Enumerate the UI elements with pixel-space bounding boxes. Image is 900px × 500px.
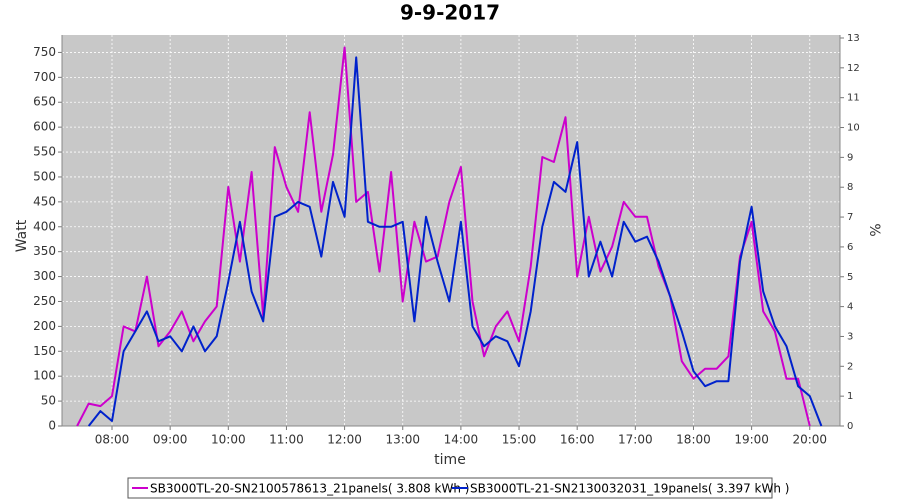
y2-tick-label: 2 — [847, 361, 853, 372]
y2-tick-label: 10 — [847, 123, 860, 134]
y-tick-label: 450 — [33, 194, 56, 208]
y-axis-title: Watt — [14, 219, 30, 252]
y-tick-label: 650 — [33, 95, 56, 109]
y-tick-label: 350 — [33, 244, 56, 258]
y-tick-label: 0 — [48, 419, 56, 433]
x-tick-label: 10:00 — [211, 433, 246, 447]
x-tick-label: 11:00 — [269, 433, 304, 447]
y-tick-label: 250 — [33, 294, 56, 308]
plot-area — [62, 35, 840, 426]
y2-tick-label: 9 — [847, 152, 853, 163]
y-tick-label: 100 — [33, 369, 56, 383]
x-tick-label: 08:00 — [95, 433, 130, 447]
x-tick-label: 14:00 — [444, 433, 479, 447]
x-tick-label: 16:00 — [560, 433, 595, 447]
y2-tick-label: 0 — [847, 421, 853, 432]
x-tick-label: 09:00 — [153, 433, 188, 447]
y-tick-label: 600 — [33, 120, 56, 134]
legend-label: SB3000TL-20-SN2100578613_21panels( 3.808… — [150, 482, 469, 496]
y-tick-label: 550 — [33, 145, 56, 159]
series-line — [76, 46, 811, 427]
y-tick-label: 750 — [33, 45, 56, 59]
x-tick-label: 13:00 — [385, 433, 420, 447]
x-tick-label: 19:00 — [734, 433, 769, 447]
y2-tick-label: 7 — [847, 212, 853, 223]
y2-tick-label: 13 — [847, 33, 860, 44]
y-tick-label: 200 — [33, 319, 56, 333]
y2-tick-label: 12 — [847, 63, 860, 74]
y2-tick-label: 6 — [847, 242, 853, 253]
x-tick-label: 17:00 — [618, 433, 653, 447]
y-tick-label: 50 — [41, 394, 56, 408]
legend-label: SB3000TL-21-SN2130032031_19panels( 3.397… — [470, 482, 789, 496]
x-axis-title: time — [434, 452, 466, 468]
x-tick-label: 18:00 — [676, 433, 711, 447]
y2-tick-label: 1 — [847, 391, 853, 402]
legend — [127, 477, 773, 499]
x-tick-label: 12:00 — [327, 433, 362, 447]
series-line — [87, 56, 823, 427]
y-tick-label: 500 — [33, 169, 56, 183]
y2-tick-label: 5 — [847, 272, 853, 283]
x-tick-label: 15:00 — [502, 433, 537, 447]
y-tick-label: 700 — [33, 70, 56, 84]
y2-tick-label: 8 — [847, 182, 853, 193]
y2-tick-label: 3 — [847, 331, 853, 342]
y-tick-label: 300 — [33, 269, 56, 283]
y2-tick-label: 11 — [847, 93, 860, 104]
y-tick-label: 150 — [33, 344, 56, 358]
y2-axis-title: % — [866, 223, 882, 236]
chart-title: 9-9-2017 — [400, 1, 500, 25]
x-tick-label: 20:00 — [792, 433, 827, 447]
y-tick-label: 400 — [33, 219, 56, 233]
y2-tick-label: 4 — [847, 302, 853, 313]
